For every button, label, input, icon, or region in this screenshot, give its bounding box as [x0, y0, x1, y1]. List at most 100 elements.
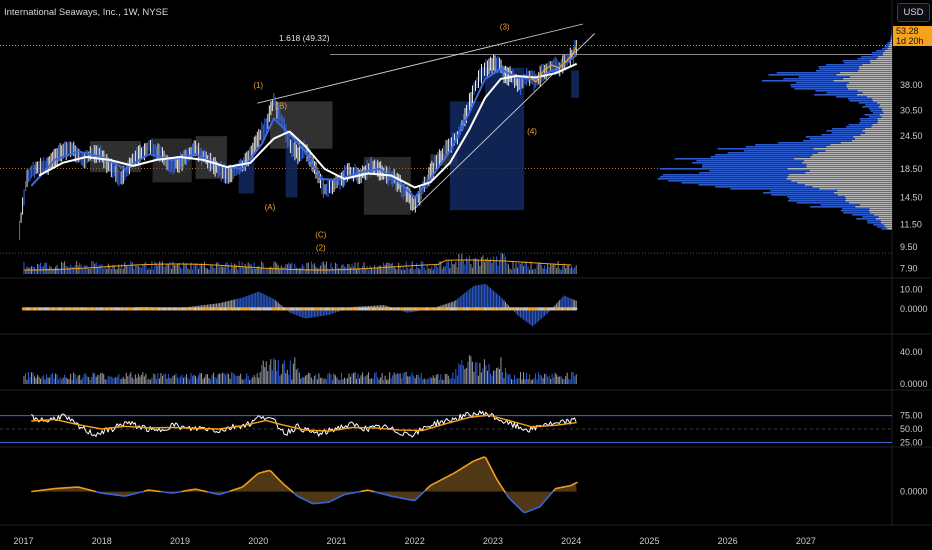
strength-bar	[491, 375, 493, 384]
strength-bar	[265, 361, 267, 384]
volume-bar	[413, 269, 415, 274]
profile-bar-blue	[815, 90, 858, 92]
profile-bar-blue	[864, 114, 880, 116]
x-tick-2022: 2022	[405, 536, 425, 546]
osc-segment	[572, 482, 575, 486]
strength-bar	[434, 377, 436, 384]
profile-bar-grey	[850, 76, 892, 78]
strength-bar	[536, 379, 538, 384]
strength-bar	[453, 378, 455, 384]
momentum-bar	[441, 305, 443, 309]
profile-bar-blue	[743, 150, 826, 152]
volume-bar	[306, 262, 308, 274]
volume-bar	[568, 264, 570, 274]
profile-bar-blue	[886, 44, 890, 46]
strength-bar	[137, 373, 139, 384]
strength-bar	[535, 373, 537, 384]
strength-bar	[422, 379, 424, 384]
momentum-bar	[280, 305, 282, 309]
volume-bar	[271, 269, 273, 274]
strength-bar	[476, 362, 478, 384]
momentum-bar	[559, 300, 561, 309]
profile-bar-blue	[889, 40, 891, 42]
volume-bar	[389, 263, 391, 274]
strength-bar	[143, 376, 145, 384]
strength-bar	[315, 374, 317, 384]
strength-bar	[76, 378, 78, 384]
strength-bar	[318, 373, 320, 384]
volume-bar	[97, 266, 99, 274]
volume-bar	[179, 267, 181, 274]
profile-bar-blue	[778, 142, 841, 144]
profile-bar-grey	[872, 124, 892, 126]
volume-bar	[313, 263, 315, 274]
momentum-bar	[255, 292, 257, 309]
osc-segment	[464, 464, 467, 468]
strength-bar	[35, 378, 37, 384]
profile-bar-blue	[761, 80, 834, 82]
profile-bar-grey	[819, 188, 892, 190]
profile-bar-grey	[876, 58, 892, 60]
strength-bar	[548, 375, 550, 384]
osc-segment	[459, 467, 463, 471]
profile-bar-blue	[814, 94, 857, 96]
profile-bar-grey	[876, 102, 892, 104]
profile-bar-grey	[877, 122, 892, 124]
volume-bar	[521, 262, 523, 274]
momentum-bar	[458, 297, 460, 309]
volume-bar	[133, 268, 135, 274]
volume-bar	[488, 260, 490, 274]
momentum-bar	[289, 308, 291, 313]
profile-bar-grey	[846, 86, 892, 88]
volume-bar	[247, 262, 249, 274]
volume-bar	[408, 269, 410, 274]
strength-bar	[526, 373, 528, 384]
volume-bar	[292, 269, 294, 274]
strength-bar	[504, 367, 506, 384]
volume-bar	[288, 262, 290, 274]
strength-bar	[342, 379, 344, 384]
volume-bar	[122, 268, 124, 274]
profile-bar-blue	[802, 140, 852, 142]
momentum-bar	[327, 308, 329, 315]
volume-bar	[554, 264, 556, 274]
profile-bar-blue	[882, 48, 888, 50]
strength-bar	[374, 372, 376, 384]
strength-bar	[163, 374, 165, 384]
profile-bar-grey	[833, 80, 892, 82]
volume-bar	[359, 267, 361, 274]
volume-bar	[503, 254, 505, 274]
momentum-bar	[261, 293, 263, 309]
volume-bar	[23, 262, 25, 274]
x-tick-2024: 2024	[561, 536, 581, 546]
momentum-bar	[225, 301, 227, 309]
volume-bar	[334, 262, 336, 274]
strength-bar	[420, 372, 422, 384]
osc-segment	[524, 511, 527, 514]
strength-bar	[559, 376, 561, 384]
osc-segment	[337, 496, 341, 499]
currency-button[interactable]: USD	[897, 3, 930, 22]
osc-segment	[473, 459, 476, 462]
osc-segment	[483, 456, 487, 459]
strength-bar	[37, 374, 39, 384]
volume-bar	[196, 262, 198, 274]
volume-bar	[40, 262, 42, 274]
volume-bar	[401, 269, 403, 274]
osc-segment	[549, 492, 553, 496]
strength-bar	[228, 373, 230, 384]
strength-bar	[100, 373, 102, 384]
strength-bar	[249, 379, 251, 384]
volume-bar	[363, 262, 365, 274]
volume-bar	[137, 265, 139, 274]
profile-bar-grey	[890, 40, 892, 42]
strength-bar	[402, 373, 404, 384]
osc-segment	[272, 473, 276, 477]
osc-segment	[426, 486, 430, 490]
volume-bar	[223, 266, 225, 274]
volume-bar	[565, 267, 567, 274]
osc-segment	[450, 473, 453, 476]
profile-bar-grey	[857, 70, 892, 72]
profile-bar-grey	[880, 222, 892, 224]
